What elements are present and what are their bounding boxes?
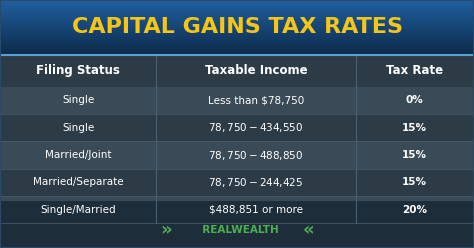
FancyBboxPatch shape [0,201,474,248]
Text: 20%: 20% [402,205,427,215]
Text: Single/Married: Single/Married [40,205,116,215]
Text: CAPITAL GAINS TAX RATES: CAPITAL GAINS TAX RATES [72,17,402,37]
Text: Single: Single [62,123,94,133]
Text: REALWEALTH: REALWEALTH [195,225,279,235]
Text: Single: Single [62,95,94,105]
Text: «: « [302,221,314,239]
Text: 15%: 15% [402,177,427,187]
FancyBboxPatch shape [0,196,474,223]
Text: Less than $78,750: Less than $78,750 [208,95,304,105]
Text: Tax Rate: Tax Rate [386,64,443,77]
Text: $78,750 - $244,425: $78,750 - $244,425 [209,176,303,189]
Text: 15%: 15% [402,150,427,160]
Text: 15%: 15% [402,123,427,133]
FancyBboxPatch shape [0,55,474,87]
Text: Taxable Income: Taxable Income [205,64,307,77]
Text: Married/Joint: Married/Joint [45,150,111,160]
FancyBboxPatch shape [0,87,474,114]
Text: $78,750 - $434,550: $78,750 - $434,550 [209,121,303,134]
Text: $488,851 or more: $488,851 or more [209,205,303,215]
Text: $78,750 - $488,850: $78,750 - $488,850 [209,149,303,161]
FancyBboxPatch shape [0,169,474,196]
FancyBboxPatch shape [0,141,474,169]
Text: Filing Status: Filing Status [36,64,120,77]
Text: »: » [160,221,172,239]
Text: 0%: 0% [406,95,424,105]
FancyBboxPatch shape [0,114,474,141]
Text: Married/Separate: Married/Separate [33,177,124,187]
